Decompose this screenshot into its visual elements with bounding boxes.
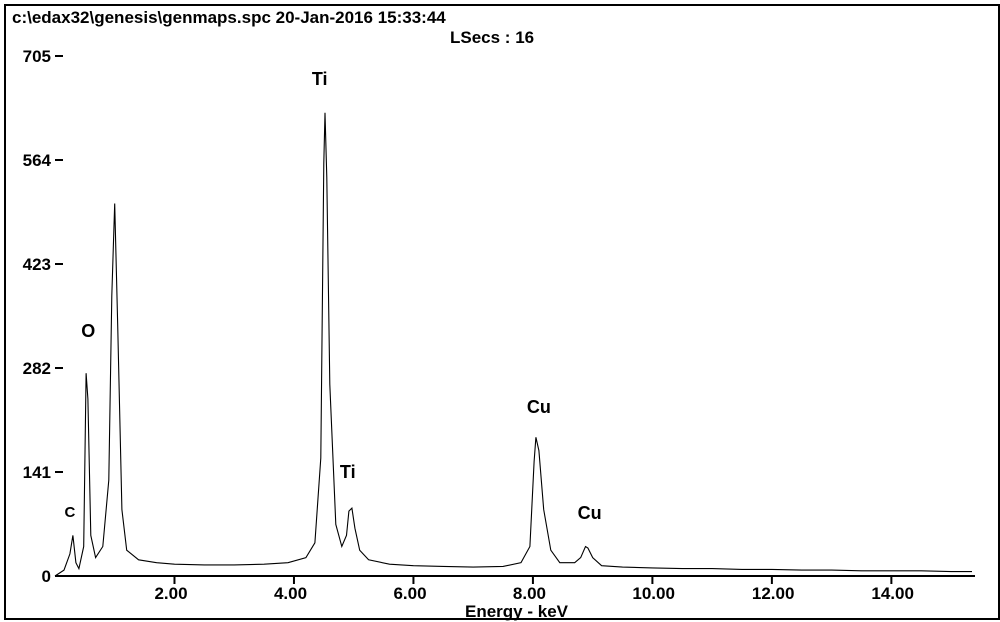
y-tick: 0 — [42, 567, 51, 587]
peak-label: C — [65, 504, 76, 521]
x-tick: 14.00 — [871, 584, 914, 604]
peak-label: O — [81, 321, 95, 342]
x-tick: 8.00 — [513, 584, 546, 604]
x-tick: 2.00 — [154, 584, 187, 604]
spectrum-line — [0, 0, 1000, 620]
y-tick: 141 — [23, 463, 51, 483]
eds-spectrum-figure: c:\edax32\genesis\genmaps.spc 20-Jan-201… — [0, 0, 1000, 620]
x-tick: 4.00 — [274, 584, 307, 604]
y-tick: 705 — [23, 47, 51, 67]
peak-label: Ti — [340, 462, 356, 483]
x-tick: 12.00 — [752, 584, 795, 604]
x-axis-label: Energy - keV — [465, 602, 568, 622]
peak-label: Cu — [527, 397, 551, 418]
x-tick: 6.00 — [393, 584, 426, 604]
peak-label: Ti — [312, 69, 328, 90]
y-tick: 564 — [23, 151, 51, 171]
x-tick: 10.00 — [632, 584, 675, 604]
y-tick: 282 — [23, 359, 51, 379]
peak-label: Cu — [578, 503, 602, 524]
y-tick: 423 — [23, 255, 51, 275]
